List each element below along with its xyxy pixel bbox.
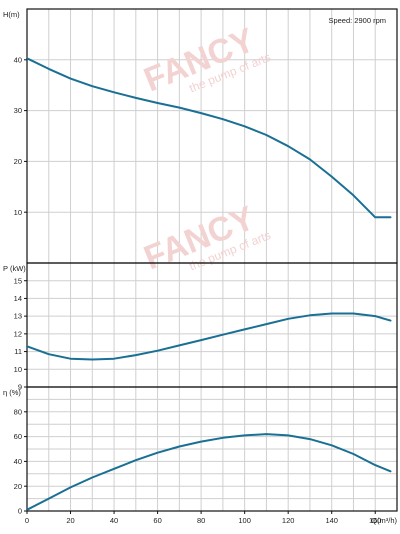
y-tick-label-head: 40 bbox=[14, 55, 22, 64]
panel-frame-power bbox=[26, 262, 398, 388]
curves bbox=[26, 57, 392, 511]
panel-frame-efficiency bbox=[26, 386, 398, 512]
x-tick-label: 60 bbox=[153, 516, 161, 525]
y-tick-label-head: 30 bbox=[14, 106, 22, 115]
axes bbox=[24, 8, 398, 514]
x-tick-label: 120 bbox=[282, 516, 295, 525]
y-tick-label-head: 10 bbox=[14, 208, 22, 217]
y-axis-label-power: P (kW) bbox=[3, 264, 26, 273]
x-tick-label: 80 bbox=[197, 516, 205, 525]
watermark: FANCY the pump of arts bbox=[139, 199, 273, 278]
x-axis-label: Q(m³/h) bbox=[371, 516, 397, 525]
y-tick-label-head: 20 bbox=[14, 157, 22, 166]
x-tick-label: 20 bbox=[66, 516, 74, 525]
labels: 10 20 30 40 H(m) Speed: 2900 rpm 9 10 11 12 13 14 15… bbox=[3, 10, 397, 525]
y-tick-label-efficiency: 60 bbox=[14, 432, 22, 441]
y-tick-label-power: 10 bbox=[14, 365, 22, 374]
speed-annotation: Speed: 2900 rpm bbox=[328, 16, 386, 25]
watermark: FANCY the pump of arts bbox=[139, 21, 273, 100]
y-tick-label-power: 11 bbox=[14, 347, 22, 356]
x-tick-label: 0 bbox=[25, 516, 29, 525]
y-axis-label-head: H(m) bbox=[3, 10, 20, 19]
curve-power bbox=[26, 312, 392, 361]
y-tick-label-efficiency: 40 bbox=[14, 457, 22, 466]
grid-lines bbox=[27, 9, 397, 511]
y-tick-label-power: 13 bbox=[14, 312, 22, 321]
y-tick-label-power: 14 bbox=[14, 294, 22, 303]
y-tick-label-power: 15 bbox=[14, 276, 22, 285]
y-tick-label-efficiency: 20 bbox=[14, 482, 22, 491]
curve-head bbox=[26, 57, 392, 219]
x-tick-label: 140 bbox=[325, 516, 338, 525]
x-tick-label: 100 bbox=[238, 516, 251, 525]
y-axis-label-efficiency: η (%) bbox=[3, 388, 21, 397]
y-tick-label-power: 9 bbox=[18, 383, 22, 392]
y-tick-label-power: 12 bbox=[14, 329, 22, 338]
y-tick-label-efficiency: 0 bbox=[18, 507, 22, 516]
x-tick-label: 160 bbox=[369, 516, 382, 525]
curve-efficiency bbox=[26, 433, 392, 511]
x-tick-label: 40 bbox=[110, 516, 118, 525]
y-tick-label-efficiency: 80 bbox=[14, 407, 22, 416]
